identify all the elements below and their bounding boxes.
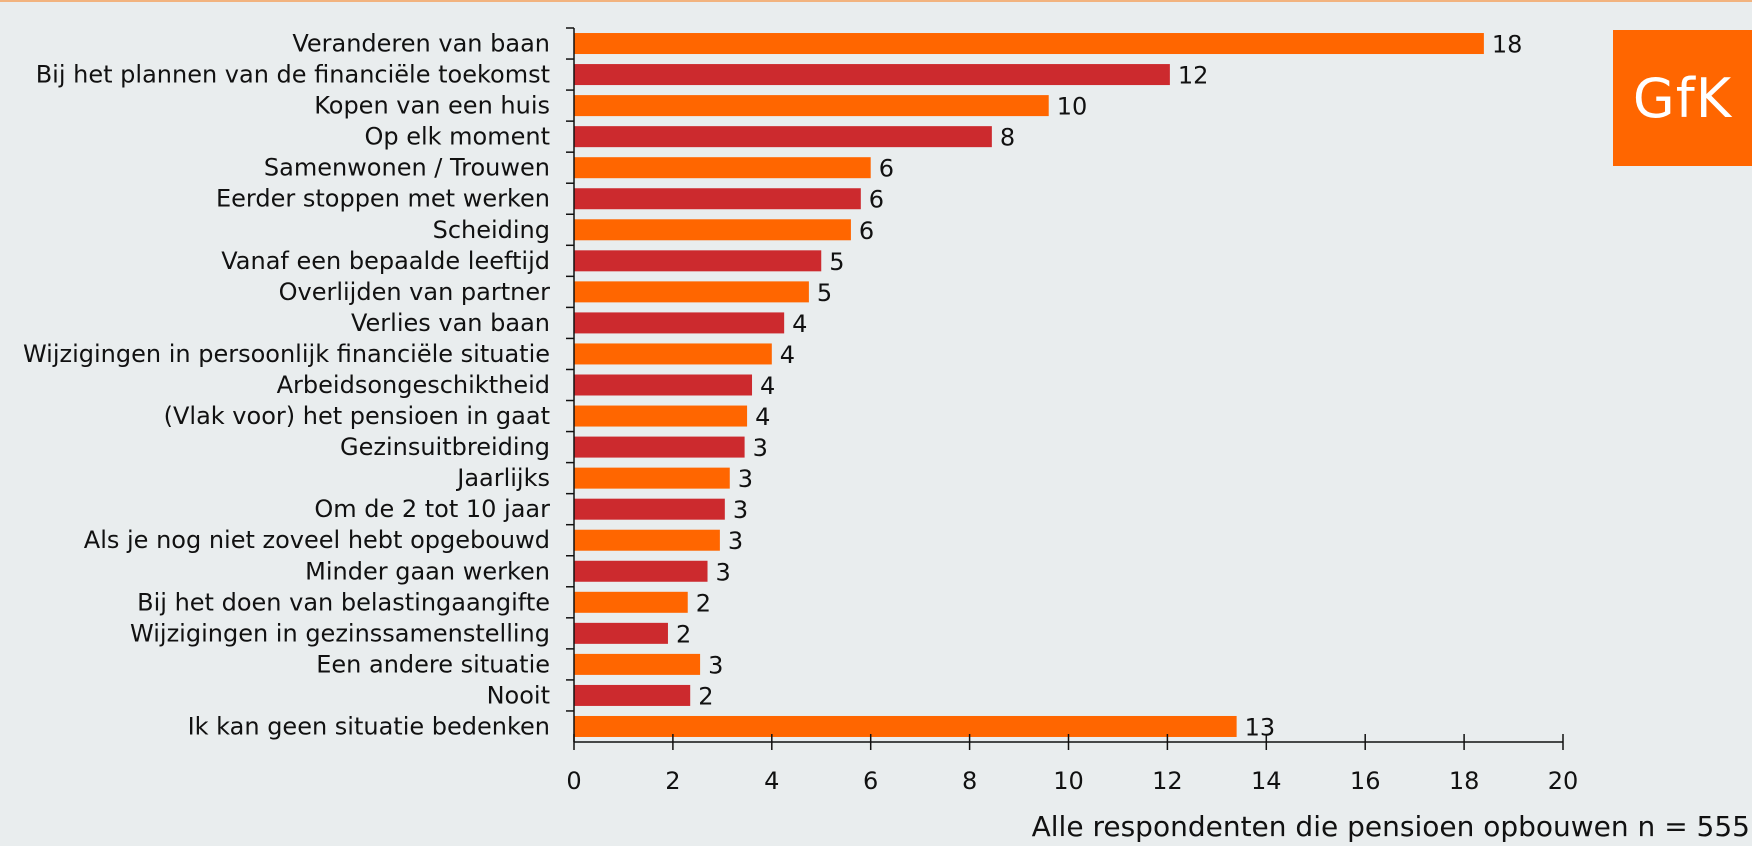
value-label: 18 <box>1492 31 1523 59</box>
x-tick-label: 4 <box>764 767 779 795</box>
x-tick-label: 8 <box>962 767 977 795</box>
value-label: 3 <box>753 434 768 462</box>
bar <box>574 374 753 396</box>
value-label: 6 <box>859 217 874 245</box>
value-label: 4 <box>780 341 795 369</box>
bar <box>574 312 785 334</box>
bar <box>574 250 822 272</box>
value-label: 4 <box>755 403 770 431</box>
category-label: Gezinsuitbreiding <box>340 433 550 461</box>
bar <box>574 219 851 241</box>
category-label: Veranderen van baan <box>292 30 550 58</box>
value-label: 4 <box>792 310 807 338</box>
category-label: Jaarlijks <box>455 464 550 492</box>
category-label: Nooit <box>487 681 550 709</box>
value-label: 13 <box>1245 713 1276 741</box>
bar <box>574 95 1049 117</box>
category-label: (Vlak voor) het pensioen in gaat <box>164 402 550 430</box>
category-label: Verlies van baan <box>351 309 550 337</box>
bars <box>574 33 1484 737</box>
bar <box>574 436 745 458</box>
value-label: 3 <box>733 496 748 524</box>
value-label: 6 <box>869 186 884 214</box>
bar <box>574 126 992 148</box>
value-label: 2 <box>676 620 691 648</box>
axes <box>566 27 1564 750</box>
x-tick-label: 2 <box>665 767 680 795</box>
category-label: Eerder stoppen met werken <box>216 185 550 213</box>
category-label: Wijzigingen in gezinssamenstelling <box>130 619 550 647</box>
category-label: Overlijden van partner <box>279 278 551 306</box>
bar <box>574 33 1484 55</box>
value-label: 3 <box>708 651 723 679</box>
bar <box>574 188 861 210</box>
category-label: Ik kan geen situatie bedenken <box>188 712 550 740</box>
x-tick-label: 6 <box>863 767 878 795</box>
category-label: Op elk moment <box>364 123 550 151</box>
x-tick-label: 10 <box>1053 767 1084 795</box>
category-label: Scheiding <box>433 216 550 244</box>
category-label: Bij het plannen van de financiële toekom… <box>36 61 550 89</box>
value-label: 12 <box>1178 62 1209 90</box>
value-label: 5 <box>829 248 844 276</box>
category-label: Als je nog niet zoveel hebt opgebouwd <box>84 526 550 554</box>
x-tick-label: 16 <box>1350 767 1381 795</box>
category-label: Een andere situatie <box>316 650 550 678</box>
bar <box>574 529 720 551</box>
bar <box>574 405 748 427</box>
value-label: 2 <box>698 682 713 710</box>
x-tick-labels: 0 2 4 6 8 10 12 14 16 18 20 <box>566 767 1578 795</box>
logo-text: GfK <box>1632 66 1733 130</box>
gfk-logo: GfK <box>1613 30 1752 166</box>
value-label: 4 <box>760 372 775 400</box>
bar <box>574 281 809 303</box>
bar <box>574 467 730 489</box>
category-label: Samenwonen / Trouwen <box>264 154 550 182</box>
category-label: Vanaf een bepaalde leeftijd <box>221 247 550 275</box>
category-labels: Veranderen van baan Bij het plannen van d… <box>23 30 550 741</box>
bar <box>574 343 772 365</box>
value-label: 2 <box>696 589 711 617</box>
x-tick-label: 18 <box>1449 767 1480 795</box>
bar <box>574 560 708 582</box>
value-label: 3 <box>716 558 731 586</box>
category-label: Minder gaan werken <box>305 557 550 585</box>
category-label: Bij het doen van belastingaangifte <box>137 588 550 616</box>
value-label: 5 <box>817 279 832 307</box>
bar <box>574 715 1237 737</box>
x-tick-label: 0 <box>566 767 581 795</box>
bar <box>574 157 871 179</box>
value-label: 10 <box>1057 93 1088 121</box>
bar <box>574 591 688 613</box>
bar <box>574 622 668 644</box>
sample-footnote: Alle respondenten die pensioen opbouwen … <box>1031 810 1750 843</box>
category-label: Wijzigingen in persoonlijk financiële si… <box>23 340 550 368</box>
value-label: 3 <box>728 527 743 555</box>
bar <box>574 498 725 520</box>
bar <box>574 684 691 706</box>
category-label: Kopen van een huis <box>314 92 550 120</box>
value-label: 3 <box>738 465 753 493</box>
x-tick-label: 12 <box>1152 767 1183 795</box>
category-label: Arbeidsongeschiktheid <box>277 371 550 399</box>
value-label: 6 <box>879 155 894 183</box>
bar <box>574 64 1170 86</box>
bar <box>574 653 701 675</box>
x-tick-label: 20 <box>1548 767 1579 795</box>
x-tick-label: 14 <box>1251 767 1282 795</box>
value-label: 8 <box>1000 124 1015 152</box>
category-label: Om de 2 tot 10 jaar <box>314 495 550 523</box>
